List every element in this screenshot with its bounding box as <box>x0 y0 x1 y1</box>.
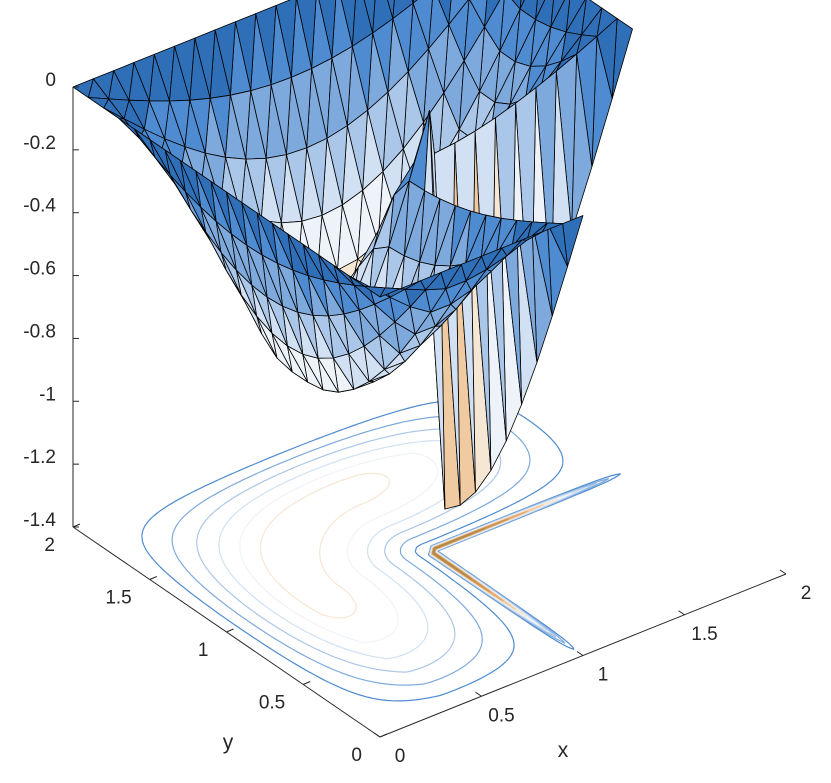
z-tick-label: 0 <box>45 70 56 91</box>
y-tick-mark <box>379 733 388 738</box>
x-tick-mark <box>779 569 787 575</box>
contour-line <box>196 428 598 673</box>
surface-facet <box>318 254 340 284</box>
z-axis-ticks: 0 -0.2 -0.4 -0.6 -0.8 -1 -1.2 -1.4 <box>23 70 79 531</box>
x-tick-mark <box>576 651 584 656</box>
y-axis-ticks: 0 0.5 1 1.5 2 <box>44 523 388 766</box>
y-tick-mark <box>149 576 157 580</box>
surface-facet <box>241 202 263 256</box>
y-tick-mark <box>226 628 234 633</box>
contour-plot <box>141 399 622 702</box>
surface-facet <box>364 286 386 298</box>
x-tick-label: 1 <box>598 665 609 686</box>
z-tick-label: -1.4 <box>23 510 56 531</box>
y-tick-label: 0 <box>351 745 362 766</box>
surface-facet <box>302 244 325 281</box>
y-tick-label: 0.5 <box>259 693 285 714</box>
surface-facet <box>118 118 140 139</box>
surface-facet <box>542 222 564 233</box>
surface-facet <box>164 149 186 193</box>
surface-mesh <box>72 0 633 510</box>
x-tick-mark <box>475 691 482 697</box>
y-tick-mark <box>303 681 311 685</box>
y-tick-label: 2 <box>44 535 55 556</box>
x-axis-ticks: 0 0.5 1 1.5 2 <box>373 569 812 767</box>
contour-line <box>141 399 622 702</box>
surface-facet <box>272 223 294 271</box>
surface-facet <box>226 191 248 246</box>
x-tick-label: 1.5 <box>691 624 717 645</box>
surface-facet <box>521 231 543 241</box>
y-tick-mark <box>72 523 81 528</box>
z-tick-label: -1 <box>39 384 56 405</box>
x-tick-mark <box>678 610 685 616</box>
contour-line <box>259 472 559 619</box>
surface-facet <box>133 128 156 158</box>
surface-facet <box>72 78 94 98</box>
z-tick-label: -0.6 <box>23 259 56 280</box>
x-axis-title: x <box>558 739 569 762</box>
contour-line <box>239 452 572 643</box>
z-tick-label: -0.4 <box>23 196 56 217</box>
surface-facet <box>103 107 125 120</box>
x-tick-label: 0 <box>395 746 406 767</box>
y-tick-label: 1 <box>198 640 209 661</box>
surface-facet <box>210 181 232 235</box>
contour-line <box>218 439 585 660</box>
y-tick-label: 1.5 <box>105 588 131 609</box>
surface-facet <box>149 139 171 176</box>
surface-facet <box>87 97 109 109</box>
x-tick-mark <box>373 732 381 738</box>
z-tick-label: -0.8 <box>23 321 56 342</box>
z-tick-label: -0.2 <box>23 133 56 154</box>
x-tick-label: 2 <box>801 583 812 604</box>
surface-facet <box>179 160 202 208</box>
surface-facet <box>256 212 278 264</box>
surface-facet <box>195 170 217 222</box>
contour-line <box>432 527 486 580</box>
z-tick-label: -1.2 <box>23 447 56 468</box>
y-axis-title: y <box>223 731 234 754</box>
x-tick-label: 0.5 <box>488 705 514 726</box>
